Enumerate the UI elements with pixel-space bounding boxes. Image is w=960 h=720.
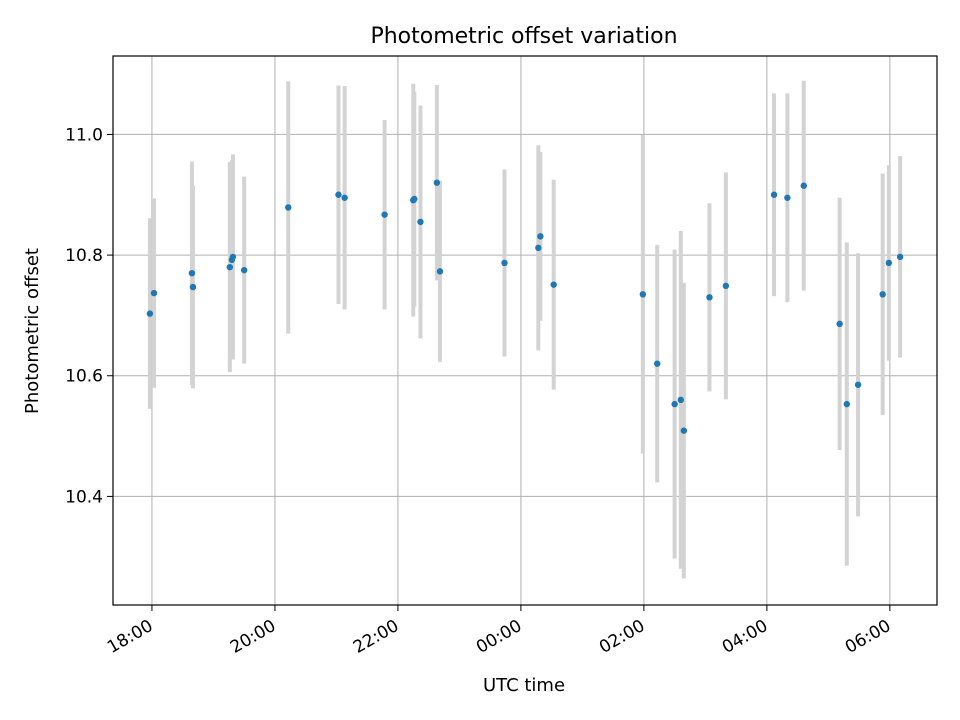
chart-title: Photometric offset variation — [370, 24, 677, 49]
data-point — [436, 268, 444, 275]
y-axis-label: Photometric offset — [22, 248, 43, 414]
data-point — [722, 282, 730, 290]
data-point — [335, 191, 342, 198]
data-point — [896, 253, 904, 261]
y-tick-label: 10.8 — [65, 246, 103, 266]
data-point — [229, 253, 237, 261]
data-point — [411, 195, 418, 203]
data-point — [501, 259, 508, 267]
data-point — [671, 400, 678, 408]
y-tick-label: 10.4 — [65, 487, 103, 507]
data-point — [285, 204, 292, 211]
data-point — [537, 233, 544, 240]
data-point — [879, 291, 886, 298]
data-point — [677, 396, 684, 404]
data-point — [146, 310, 154, 317]
data-point — [706, 294, 713, 301]
data-point — [843, 400, 851, 408]
data-point — [188, 269, 196, 277]
data-point — [885, 259, 893, 267]
data-point — [836, 320, 843, 328]
data-point — [226, 263, 234, 271]
data-point — [680, 427, 688, 434]
data-point — [784, 194, 791, 201]
data-point — [240, 266, 248, 274]
data-point — [654, 360, 661, 367]
data-points — [146, 179, 904, 434]
data-point — [150, 289, 158, 297]
data-point — [535, 244, 542, 252]
x-axis-label: UTC time — [483, 675, 565, 696]
data-point — [417, 218, 424, 226]
data-point — [639, 291, 647, 298]
data-point — [770, 191, 778, 198]
data-point — [854, 381, 862, 388]
y-tick-label: 11.0 — [65, 125, 103, 145]
data-point — [189, 283, 197, 291]
y-tick-label: 10.6 — [65, 367, 103, 387]
data-point — [341, 194, 348, 201]
data-point — [381, 211, 388, 218]
plot-frame — [112, 55, 938, 606]
data-point — [800, 182, 807, 189]
data-point — [433, 179, 441, 186]
data-point — [550, 281, 557, 288]
